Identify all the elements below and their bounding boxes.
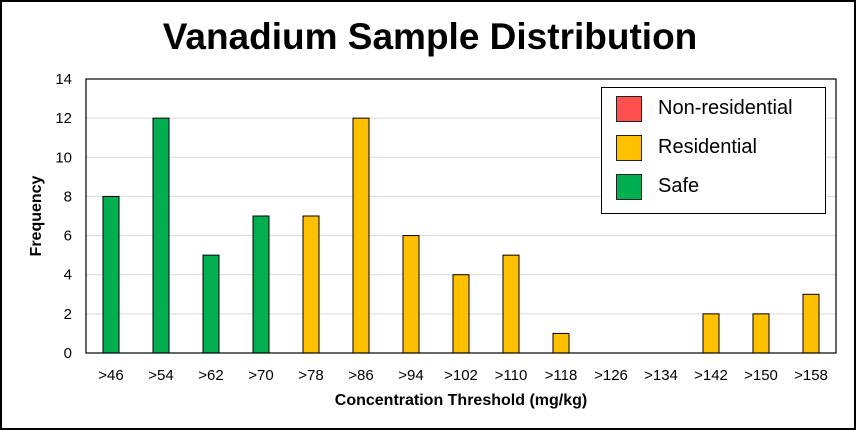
x-tick-label: >158 — [794, 367, 828, 384]
x-tick-label: >118 — [545, 367, 578, 384]
plot-area-border — [85, 78, 837, 354]
y-tick-label: 10 — [55, 149, 72, 166]
legend-label: Safe — [658, 175, 700, 197]
bar — [152, 117, 170, 354]
chart-title: Vanadium Sample Distribution — [162, 16, 698, 57]
y-tick-label: 0 — [64, 345, 72, 362]
x-tick-label: >54 — [148, 367, 173, 384]
bar — [102, 195, 120, 354]
x-tick-label: >86 — [348, 367, 373, 384]
y-tick-label: 8 — [64, 188, 72, 205]
y-tick-label: 14 — [55, 71, 72, 88]
x-tick-label: >134 — [644, 367, 678, 384]
x-tick-label: >142 — [694, 367, 728, 384]
x-tick-label: >150 — [744, 367, 778, 384]
y-axis-title: Frequency — [28, 175, 45, 256]
x-tick-label: >46 — [98, 367, 123, 384]
y-tick-label: 12 — [55, 110, 72, 127]
bar — [502, 254, 520, 354]
legend-label: Residential — [658, 136, 757, 158]
bar — [402, 235, 420, 354]
bar — [802, 293, 820, 354]
x-tick-label: >126 — [594, 367, 628, 384]
bar — [352, 117, 370, 354]
x-axis-title: Concentration Threshold (mg/kg) — [335, 392, 587, 409]
y-tick-label: 2 — [64, 306, 72, 323]
x-tick-label: >70 — [248, 367, 273, 384]
x-tick-label: >78 — [298, 367, 323, 384]
bar — [452, 274, 470, 354]
legend-label: Non-residential — [658, 97, 793, 119]
bar — [202, 254, 220, 354]
bar — [252, 215, 270, 354]
bar — [702, 313, 720, 354]
x-tick-label: >110 — [495, 367, 528, 384]
chart-legend: Non-residential Residential Safe — [601, 87, 826, 214]
y-tick-label: 4 — [64, 267, 72, 284]
y-tick-label: 6 — [64, 228, 72, 245]
x-tick-label: >102 — [444, 367, 478, 384]
legend-swatch — [616, 174, 642, 200]
x-tick-label: >62 — [198, 367, 223, 384]
bar — [302, 215, 320, 354]
bar — [752, 313, 770, 354]
x-tick-label: >94 — [398, 367, 423, 384]
legend-swatch — [616, 96, 642, 122]
legend-swatch — [616, 135, 642, 161]
bar — [552, 332, 570, 354]
